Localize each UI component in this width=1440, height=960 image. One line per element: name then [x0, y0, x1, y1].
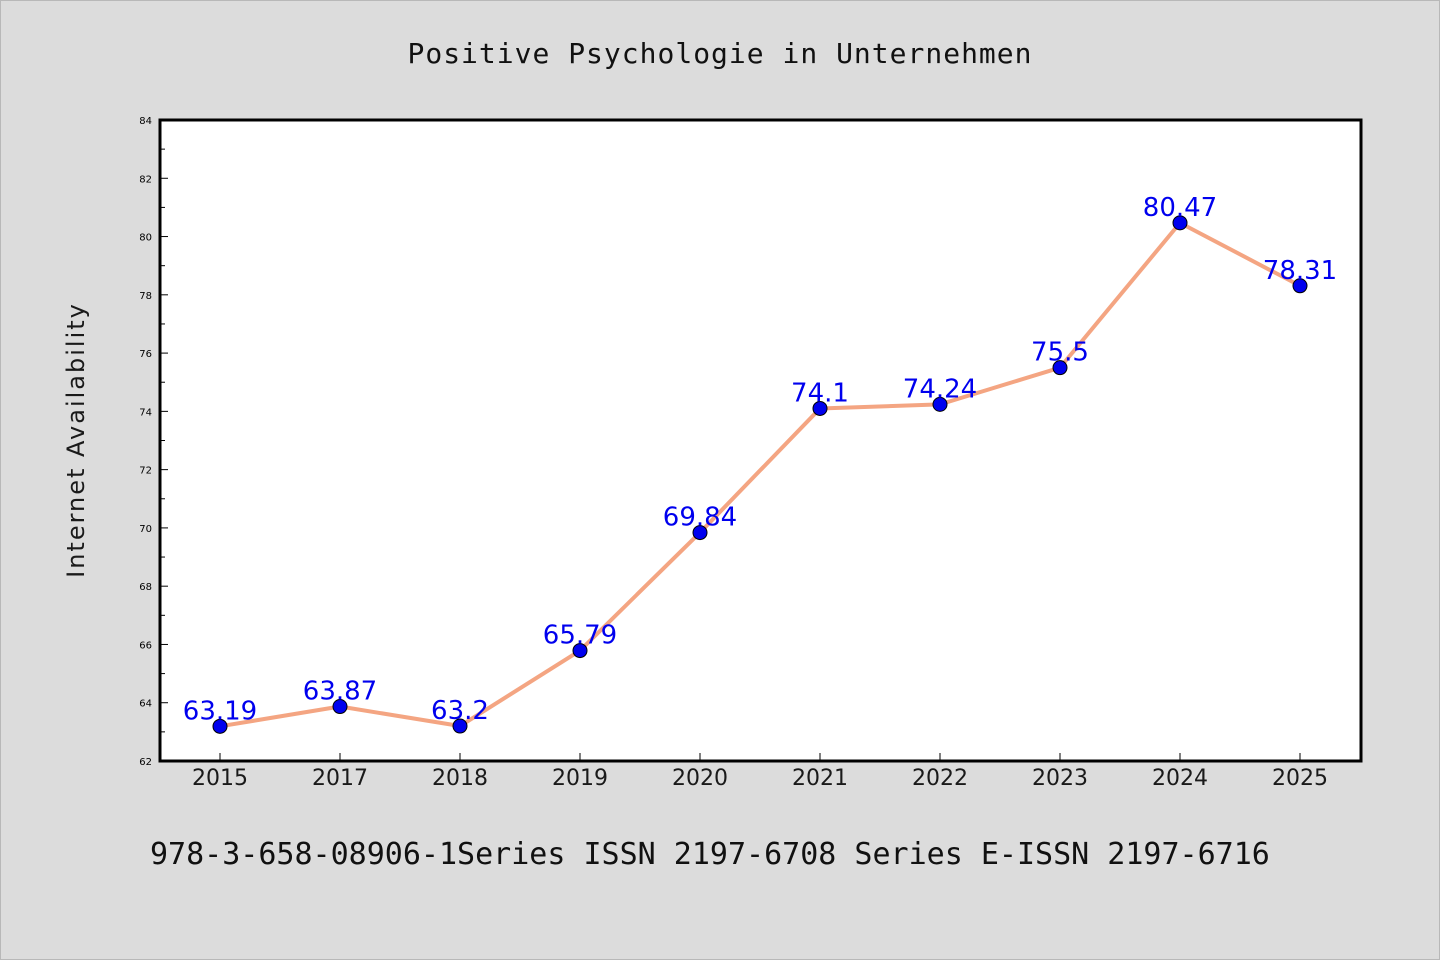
y-tick-label: 76 [139, 349, 152, 360]
x-tick-label: 2025 [1272, 766, 1328, 791]
y-tick-label: 62 [139, 757, 152, 768]
data-point [1172, 215, 1188, 231]
y-tick-label: 66 [139, 640, 152, 651]
data-label: 69.84 [663, 503, 737, 533]
y-tick-label: 78 [139, 291, 152, 302]
plot-area [158, 118, 1363, 763]
data-point [212, 718, 228, 734]
y-tick-label: 68 [139, 582, 152, 593]
data-label: 75.5 [1031, 338, 1089, 368]
data-point [692, 525, 708, 541]
x-tick-label: 2018 [432, 766, 488, 791]
x-axis-ticks: 2015 2017 2018 2019 2020 2021 2022 2023 2024 2025 [192, 753, 1328, 791]
data-point [572, 643, 588, 659]
y-tick-label: 72 [139, 466, 152, 477]
x-tick-label: 2021 [792, 766, 848, 791]
y-tick-label: 80 [139, 233, 152, 244]
data-label: 74.1 [791, 378, 849, 408]
data-point [332, 699, 348, 715]
x-tick-label: 2020 [672, 766, 728, 791]
data-label: 63.87 [303, 677, 377, 707]
data-point [1292, 278, 1308, 294]
series-layer: 63.19 63.87 63.2 65.79 69.84 74.1 74.24 75.5 80.… [183, 193, 1337, 734]
footer-isbn-text: 978-3-658-08906-1Series ISSN 2197-6708 S… [150, 837, 1270, 872]
data-label: 63.19 [183, 696, 257, 726]
data-label: 65.79 [543, 621, 617, 651]
data-point [932, 396, 948, 412]
y-axis-label: Internet Availability [62, 302, 90, 578]
y-tick-label: 70 [139, 524, 152, 535]
data-label: 78.31 [1263, 256, 1337, 286]
x-tick-label: 2015 [192, 766, 248, 791]
x-tick-label: 2017 [312, 766, 368, 791]
data-point [812, 400, 828, 416]
y-tick-label: 74 [139, 407, 152, 418]
y-tick-label: 82 [139, 174, 152, 185]
y-tick-label: 64 [139, 699, 152, 710]
data-label: 63.2 [431, 696, 489, 726]
x-tick-label: 2024 [1152, 766, 1208, 791]
chart-title: Positive Psychologie in Unternehmen [407, 37, 1032, 70]
x-tick-label: 2019 [552, 766, 608, 791]
series-line [219, 220, 1301, 729]
data-label: 74.24 [903, 374, 977, 404]
data-label: 80.47 [1143, 193, 1217, 223]
data-point [452, 718, 468, 734]
y-tick-label: 84 [139, 116, 152, 127]
y-axis-ticks: 62 64 66 68 70 72 74 76 78 80 82 84 [139, 116, 168, 768]
data-point [1052, 360, 1068, 376]
x-tick-label: 2022 [912, 766, 968, 791]
x-tick-label: 2023 [1032, 766, 1088, 791]
